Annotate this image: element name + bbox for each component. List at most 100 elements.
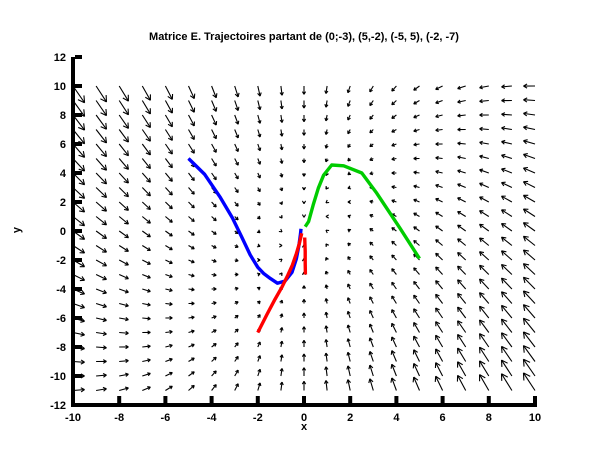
quiver-arrow-head [347, 159, 352, 162]
quiver-arrow-shaft [479, 319, 490, 333]
quiver-arrow-head [391, 186, 395, 190]
quiver-arrow-shaft [118, 259, 129, 266]
quiver-arrow-head [479, 169, 483, 173]
quiver-arrow-head [347, 117, 351, 121]
quiver-arrow-head [457, 183, 461, 188]
quiver-arrow-shaft [457, 114, 466, 117]
quiver-arrow-shaft [118, 245, 129, 252]
quiver-arrow-head [369, 364, 374, 369]
quiver-arrow-shaft [141, 114, 151, 128]
quiver-arrow-head [148, 219, 151, 224]
quiver-arrow-head [391, 89, 395, 92]
quiver-arrow-head [457, 279, 460, 285]
quiver-arrow-shaft [435, 293, 444, 304]
quiver-arrow-shaft [457, 375, 467, 391]
quiver-arrow-shaft [435, 239, 443, 246]
quiver-arrow-shaft [142, 345, 151, 348]
quiver-arrow-shaft [369, 310, 374, 319]
quiver-arrow-head [501, 236, 507, 239]
quiver-arrow-head [169, 343, 173, 346]
quiver-arrow-head [522, 181, 527, 186]
quiver-arrow-shaft [257, 382, 261, 391]
quiver-arrow-head [234, 286, 239, 289]
quiver-arrow-head [147, 316, 151, 320]
quiver-arrow-head [501, 139, 506, 143]
quiver-arrow-shaft [257, 369, 261, 377]
y-tick-label: 12 [54, 52, 66, 64]
quiver-arrow-head [324, 311, 327, 316]
quiver-arrow-head [102, 292, 107, 295]
quiver-arrow-head [368, 337, 371, 342]
quiver-arrow-head [78, 182, 85, 186]
quiver-arrow-head [301, 353, 305, 357]
quiver-arrow-head [522, 345, 525, 353]
quiver-arrow-shaft [523, 194, 536, 203]
quiver-arrow-head [301, 299, 305, 303]
quiver-arrow-head [102, 386, 107, 390]
quiver-arrow-head [522, 195, 527, 200]
quiver-arrow-head [234, 107, 239, 111]
quiver-arrow-head [169, 301, 173, 305]
quiver-arrow-head [303, 105, 307, 109]
quiver-arrow-head [123, 153, 129, 157]
quiver-arrow-shaft [164, 143, 173, 155]
quiver-arrow-head [103, 317, 107, 321]
quiver-arrow-head [369, 89, 373, 93]
quiver-arrow-head [123, 181, 129, 184]
quiver-arrow-head [101, 181, 107, 185]
quiver-arrow-shaft [119, 373, 129, 377]
x-tick-label: -6 [161, 412, 171, 424]
quiver-arrow-shaft [257, 143, 261, 151]
quiver-arrow-head [167, 137, 173, 141]
quiver-arrow-head [147, 302, 151, 306]
quiver-arrow-head [80, 307, 85, 309]
quiver-arrow-shaft [523, 222, 536, 232]
quiver-arrow-shaft [95, 172, 107, 185]
quiver-arrow-head [500, 236, 504, 242]
quiver-arrow-head [103, 345, 107, 349]
quiver-arrow-head [146, 180, 151, 183]
quiver-arrow-shaft [234, 143, 239, 152]
quiver-arrow-head [435, 184, 439, 188]
quiver-arrow-shaft [234, 85, 239, 98]
quiver-arrow-shaft [479, 155, 489, 160]
quiver-arrow-head [80, 334, 85, 337]
quiver-arrow-shaft [95, 288, 107, 294]
quiver-arrow-shaft [457, 99, 466, 103]
quiver-arrow-head [103, 303, 107, 308]
quiver-arrow-shaft [280, 85, 283, 96]
quiver-arrow-head [435, 143, 439, 147]
quiver-arrow-head [214, 217, 217, 221]
quiver-arrow-head [501, 153, 506, 156]
quiver-arrow-head [81, 262, 86, 267]
quiver-arrow-head [479, 319, 481, 326]
quiver-arrow-shaft [523, 99, 536, 102]
quiver-arrow-shaft [211, 143, 217, 153]
quiver-arrow-head [100, 140, 107, 144]
quiver-arrow-head [123, 167, 129, 170]
quiver-arrow-head [102, 319, 107, 323]
quiver-arrow-shaft [369, 378, 374, 391]
quiver-arrow-head [81, 234, 86, 240]
quiver-arrow-head [169, 288, 173, 292]
quiver-arrow-shaft [95, 317, 107, 321]
quiver-arrow-head [325, 118, 329, 122]
quiver-arrow-shaft [523, 317, 536, 333]
quiver-arrow-shaft [95, 158, 107, 171]
quiver-arrow-head [479, 251, 485, 254]
quiver-arrow-head [522, 331, 525, 339]
quiver-arrow-shaft [522, 358, 536, 377]
quiver-arrow-head [347, 90, 351, 94]
quiver-arrow-shaft [118, 216, 129, 225]
quiver-arrow-head [122, 97, 129, 102]
quiver-arrow-head [100, 126, 107, 130]
quiver-arrow-shaft [413, 212, 420, 217]
quiver-arrow-head [457, 224, 460, 229]
quiver-arrow-head [324, 339, 327, 343]
quiver-arrow-head [501, 167, 506, 170]
quiver-arrow-shaft [457, 293, 467, 304]
quiver-arrow-head [171, 163, 173, 168]
quiver-arrow-shaft [435, 211, 443, 217]
